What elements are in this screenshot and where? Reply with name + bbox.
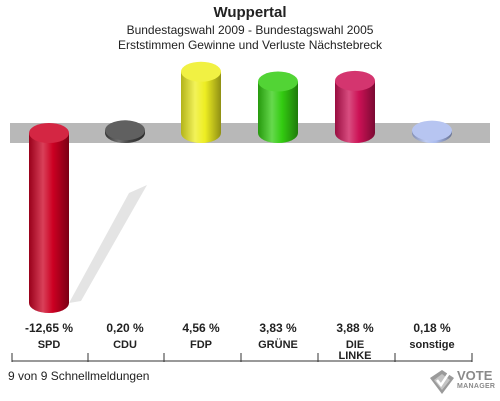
vote-manager-logo: VOTE MANAGER [428,366,500,400]
chart-subtitle-election: Bundestagswahl 2009 - Bundestagswahl 200… [126,23,374,37]
category-label-3: GRÜNE [258,338,298,351]
category-label-2: FDP [190,339,212,351]
chart-subtitle-district: Erststimmen Gewinne und Verluste Nächste… [117,38,383,52]
value-label-5: 0,18 % [413,321,451,335]
bar-top-sonstige [412,120,452,141]
bar-top-gruene [258,71,298,92]
value-label-1: 0,20 % [106,321,144,335]
bar-shadow-spd [69,185,147,303]
category-label-4-0: DIE [346,339,364,351]
value-label-4: 3,88 % [336,321,374,335]
category-label-0: SPD [38,339,61,351]
logo-text-manager: MANAGER [457,383,496,390]
bar-top-fdp [181,61,221,82]
category-label-5: sonstige [409,339,454,351]
bar-top-cdu [105,120,145,141]
bar-spd [29,133,69,303]
bar-top-spd [29,123,69,143]
reporting-status: 9 von 9 Schnellmeldungen [8,369,150,383]
bar-fdp [181,71,221,133]
value-label-0: -12,65 % [25,321,73,335]
value-label-2: 4,56 % [182,321,220,335]
chart-title: Wuppertal [213,4,287,21]
ballot-check-icon [430,370,454,394]
bar-chart: -12,65 % 0,20 % 4,56 % 3,83 % 3,88 % 0,18 % SP… [10,61,490,362]
category-label-1: CDU [113,339,137,351]
logo-text-vote: VOTE [457,368,493,383]
bar-top-die-linke [335,70,375,91]
value-label-3: 3,83 % [259,321,297,335]
category-label-4-1: LINKE [339,350,372,362]
